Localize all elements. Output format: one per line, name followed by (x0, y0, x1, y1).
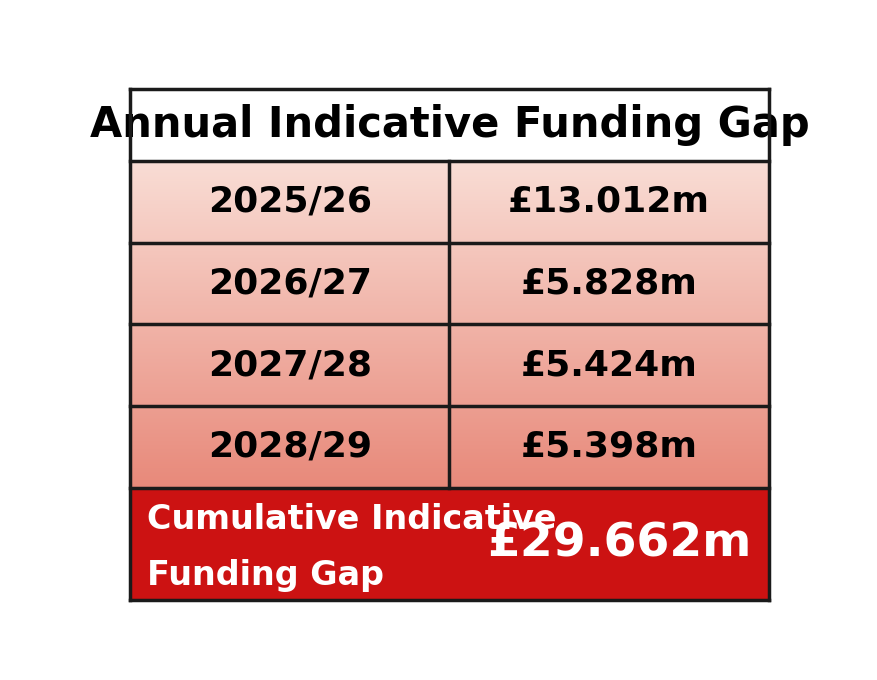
Text: 2027/28: 2027/28 (208, 348, 372, 382)
Text: 2025/26: 2025/26 (208, 185, 372, 219)
Text: £5.828m: £5.828m (521, 267, 697, 301)
Text: £13.012m: £13.012m (508, 185, 710, 219)
Text: 2026/27: 2026/27 (208, 267, 372, 301)
Text: Cumulative Indicative: Cumulative Indicative (147, 503, 557, 536)
Text: £5.424m: £5.424m (521, 348, 697, 382)
Text: 2028/29: 2028/29 (208, 430, 372, 464)
Text: £29.662m: £29.662m (488, 522, 752, 566)
Text: Annual Indicative Funding Gap: Annual Indicative Funding Gap (89, 104, 809, 146)
Text: £5.398m: £5.398m (521, 430, 698, 464)
Text: Funding Gap: Funding Gap (147, 559, 384, 592)
Bar (130, 488, 769, 600)
Bar (130, 90, 769, 161)
